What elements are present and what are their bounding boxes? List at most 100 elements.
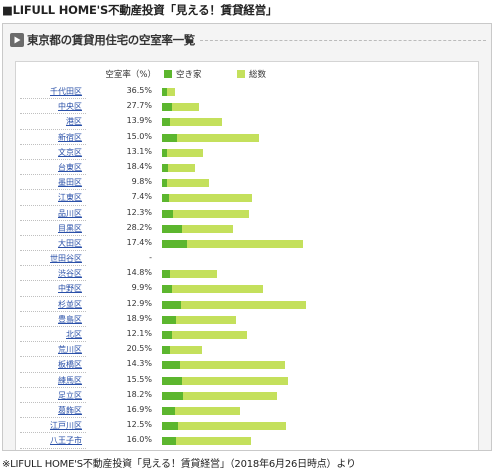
ward-link[interactable]: 中央区 (58, 102, 82, 112)
ward-link[interactable]: 豊島区 (58, 314, 82, 324)
vacancy-rate-value: 12.5% (126, 420, 152, 430)
vacant-bar (162, 103, 172, 112)
vacant-bar (162, 346, 170, 355)
table-row: 品川区 12.3% (16, 206, 478, 221)
section-title: 東京都の賃貸用住宅の空室率一覧 (27, 33, 195, 47)
row-divider (20, 310, 86, 312)
vacancy-rate-value: 15.5% (126, 374, 152, 384)
vacant-bar (162, 118, 170, 127)
table-row: 荒川区 20.5% (16, 342, 478, 358)
section-header: 東京都の賃貸用住宅の空室率一覧 (10, 32, 486, 48)
ward-link[interactable]: 江東区 (58, 193, 82, 203)
vacancy-rate-value: 27.7% (126, 101, 152, 111)
table-row: 足立区 18.2% (16, 388, 478, 403)
vacant-bar (162, 179, 167, 188)
table-row: 墨田区 9.8% (16, 175, 478, 191)
table-row: 板橋区 14.3% (16, 357, 478, 373)
row-divider (20, 98, 86, 100)
table-row: 八王子市 16.0% (16, 433, 478, 449)
total-bar (162, 133, 259, 142)
vacant-bar (162, 224, 182, 233)
table-row: 豊島区 18.9% (16, 312, 478, 327)
vacancy-rate-value: 12.3% (126, 207, 152, 217)
row-divider (20, 265, 86, 267)
table-row: 世田谷区 - (16, 251, 478, 267)
vacant-bar (162, 270, 170, 279)
vacant-bar (162, 437, 176, 446)
ward-link[interactable]: 文京区 (58, 147, 82, 157)
ward-link[interactable]: 千代田区 (50, 87, 82, 96)
ward-link[interactable]: 板橋区 (58, 360, 82, 370)
table-rows: 千代田区 36.5% 中央区 27.7% 港区 13.9% 新宿区 15.0% 文京区 13.1%… (16, 84, 478, 449)
ward-link[interactable]: 足立区 (58, 390, 82, 400)
table-row: 港区 13.9% (16, 114, 478, 130)
ward-link[interactable]: 中野区 (58, 284, 82, 294)
ward-link[interactable]: 目黒区 (58, 223, 82, 233)
ward-link[interactable]: 渋谷区 (58, 269, 82, 279)
row-divider (20, 234, 86, 236)
total-bar (162, 239, 303, 248)
ward-link[interactable]: 江戸川区 (50, 421, 82, 431)
vacancy-rate-value: 13.1% (126, 146, 152, 156)
legend-total: 総数 (237, 68, 266, 80)
total-bar (162, 406, 240, 415)
vacant-bar (162, 376, 182, 385)
legend-total-label: 総数 (249, 70, 267, 80)
ward-link[interactable]: 台東区 (58, 162, 82, 172)
row-divider (20, 371, 86, 373)
vacant-bar (162, 406, 175, 415)
vacancy-rate-value: 9.8% (131, 177, 152, 187)
table-row: 葛飾区 16.9% (16, 403, 478, 419)
total-bar (162, 194, 252, 203)
ward-link[interactable]: 荒川区 (58, 345, 82, 355)
row-divider (20, 250, 86, 252)
legend-vacant: 空き家 (164, 68, 202, 80)
ward-link[interactable]: 港区 (66, 117, 82, 127)
ward-link[interactable]: 葛飾区 (58, 405, 82, 415)
row-divider (20, 386, 86, 388)
table-header: 空室率（%） 空き家 総数 (16, 68, 478, 82)
vacancy-rate-value: 16.9% (126, 404, 152, 414)
total-bar (162, 224, 233, 233)
total-bar (162, 103, 199, 112)
ward-link[interactable]: 世田谷区 (50, 254, 82, 264)
table-row: 練馬区 15.5% (16, 373, 478, 388)
total-bar (162, 148, 203, 157)
total-bar (162, 346, 202, 355)
vacancy-rate-value: 13.9% (126, 116, 152, 126)
table-row: 江戸川区 12.5% (16, 418, 478, 434)
ward-link[interactable]: 杉並区 (58, 299, 82, 309)
ward-link[interactable]: 墨田区 (58, 178, 82, 188)
row-divider (20, 204, 86, 206)
vacant-bar (162, 148, 167, 157)
vacant-bar (162, 361, 180, 370)
table-row: 中央区 27.7% (16, 99, 478, 115)
ward-link[interactable]: 新宿区 (58, 132, 82, 142)
total-bar (162, 209, 249, 218)
table-row: 新宿区 15.0% (16, 130, 478, 145)
legend-vacant-label: 空き家 (176, 70, 202, 80)
ward-link[interactable]: 練馬区 (58, 375, 82, 385)
table-row: 渋谷区 14.8% (16, 266, 478, 282)
vacancy-rate-value: 14.3% (126, 359, 152, 369)
page-title: ■LIFULL HOME'S不動産投資「見える！賃貸経営」 (2, 3, 278, 17)
vacancy-rate-value: 18.4% (126, 161, 152, 171)
row-divider (20, 417, 86, 419)
ward-link[interactable]: 八王子市 (50, 436, 82, 446)
row-divider (20, 158, 86, 160)
vacancy-rate-value: 16.0% (126, 435, 152, 445)
total-bar (162, 315, 236, 324)
vacancy-rate-header: 空室率（%） (105, 70, 156, 80)
vacancy-panel: 東京都の賃貸用住宅の空室率一覧 空室率（%） 空き家 総数 千代田区 36.5% 中… (2, 23, 492, 451)
ward-link[interactable]: 品川区 (58, 208, 82, 218)
vacant-bar (162, 163, 168, 172)
row-divider (20, 341, 86, 343)
ward-link[interactable]: 北区 (66, 330, 82, 339)
vacancy-rate-value: 7.4% (131, 192, 152, 202)
row-divider (20, 326, 86, 327)
table-row: 目黒区 28.2% (16, 221, 478, 236)
table-row: 台東区 18.4% (16, 160, 478, 176)
vacancy-table[interactable]: 空室率（%） 空き家 総数 千代田区 36.5% 中央区 27.7% 港区 13.9% 新宿… (15, 61, 479, 450)
ward-link[interactable]: 大田区 (58, 238, 82, 248)
table-row: 北区 12.1% (16, 327, 478, 343)
